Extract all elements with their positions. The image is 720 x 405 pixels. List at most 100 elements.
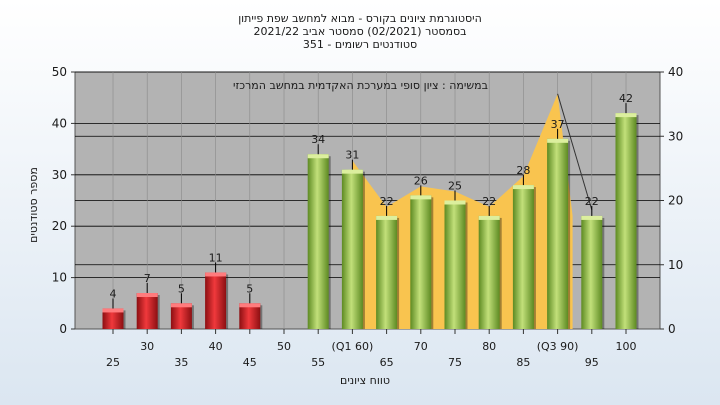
bar bbox=[341, 159, 365, 329]
bar bbox=[136, 283, 160, 329]
bar-top bbox=[444, 200, 466, 205]
x-tick-label: 85 bbox=[516, 356, 530, 369]
bar bbox=[547, 128, 571, 329]
bar bbox=[615, 103, 639, 330]
y-tick-label: 20 bbox=[52, 219, 67, 233]
bar bbox=[376, 205, 400, 329]
bar-rect bbox=[136, 293, 158, 329]
bar-value-label: 5 bbox=[246, 282, 253, 295]
bar bbox=[102, 298, 126, 329]
bars bbox=[102, 103, 639, 330]
bar-top bbox=[136, 293, 158, 298]
bar-rect bbox=[307, 154, 329, 329]
y2-tick-label: 0 bbox=[668, 322, 676, 336]
bar bbox=[205, 262, 229, 329]
bar-rect bbox=[581, 215, 603, 329]
bar-value-label: 22 bbox=[585, 195, 599, 208]
y2-tick-label: 30 bbox=[668, 129, 683, 143]
annotation-text: במשימה : ציון סופי במערכת האקדמית במחשב … bbox=[233, 79, 488, 92]
bar-value-label: 25 bbox=[448, 180, 462, 193]
y-tick-label: 10 bbox=[52, 271, 67, 285]
bar bbox=[512, 175, 536, 329]
chart-title: היסטוגרמת ציונים בקורס - מבוא למחשב שפת … bbox=[238, 12, 482, 51]
bar-rect bbox=[205, 272, 227, 329]
x-tick-label: 40 bbox=[209, 340, 223, 353]
x-tick-label: 35 bbox=[174, 356, 188, 369]
y-tick-label: 30 bbox=[52, 168, 67, 182]
bar-value-label: 37 bbox=[551, 118, 565, 131]
bar-value-label: 5 bbox=[178, 282, 185, 295]
y-axis-right: 0 10 20 30 40 bbox=[660, 65, 683, 336]
bar-rect bbox=[444, 200, 466, 329]
bar bbox=[307, 144, 331, 329]
bar-value-label: 4 bbox=[110, 287, 117, 300]
bar bbox=[478, 205, 502, 329]
bar-top bbox=[547, 138, 569, 143]
bar-top bbox=[376, 215, 398, 220]
bar-top bbox=[341, 169, 363, 174]
y2-tick-label: 10 bbox=[668, 258, 683, 272]
y-axis-left: 0 10 20 30 40 50 bbox=[52, 65, 75, 336]
y-axis-label: מספר סטודנטים bbox=[27, 167, 40, 243]
bar-rect bbox=[512, 185, 534, 329]
bar-value-label: 34 bbox=[311, 133, 325, 146]
area-edge-line bbox=[557, 93, 593, 211]
bar-rect bbox=[239, 303, 261, 329]
bar-value-label: 22 bbox=[380, 195, 394, 208]
bar bbox=[239, 293, 263, 329]
x-tick-label: 70 bbox=[414, 340, 428, 353]
x-axis: 25 30 35 40 45 50 55 (Q1 60) 65 70 75 80 85 (Q3 90) 95… bbox=[106, 329, 637, 369]
bar-rect bbox=[547, 138, 569, 329]
bar-top bbox=[410, 195, 432, 200]
bar-top bbox=[512, 185, 534, 190]
bar-value-label: 42 bbox=[619, 92, 633, 105]
y-tick-label: 50 bbox=[52, 65, 67, 79]
bar-top bbox=[170, 303, 192, 308]
bar-rect bbox=[615, 113, 637, 330]
x-tick-label: (Q3 90) bbox=[537, 340, 579, 353]
bar-value-label: 22 bbox=[482, 195, 496, 208]
bar-top bbox=[478, 215, 500, 220]
bar-value-label: 26 bbox=[414, 174, 428, 187]
y2-tick-label: 40 bbox=[668, 65, 683, 79]
bar-rect bbox=[410, 195, 432, 329]
bar-value-label: 31 bbox=[345, 149, 359, 162]
bar-top bbox=[102, 308, 124, 313]
title-line-2: בסמסטר (02/2021) סמסטר אביב 2021/22 bbox=[253, 25, 466, 38]
x-tick-label: 30 bbox=[140, 340, 154, 353]
x-tick-label: 100 bbox=[616, 340, 637, 353]
x-tick-label: (Q1 60) bbox=[332, 340, 374, 353]
bar-rect bbox=[102, 308, 124, 329]
bar-value-labels: 4 7 5 11 5 34 31 22 26 25 22 28 37 22 42 bbox=[110, 92, 634, 300]
x-tick-label: 45 bbox=[243, 356, 257, 369]
bar-top bbox=[581, 215, 603, 220]
y-tick-label: 40 bbox=[52, 116, 67, 130]
x-tick-label: 80 bbox=[482, 340, 496, 353]
x-axis-label: טווח ציונים bbox=[340, 374, 390, 387]
bar-top bbox=[307, 154, 329, 159]
bar-rect bbox=[341, 169, 363, 329]
y-tick-label: 0 bbox=[59, 322, 67, 336]
bar-value-label: 7 bbox=[144, 272, 151, 285]
title-line-3: סטודנטים רשומים - 351 bbox=[303, 38, 417, 51]
bar bbox=[170, 293, 194, 329]
bar bbox=[581, 205, 605, 329]
x-tick-label: 95 bbox=[585, 356, 599, 369]
bar-top bbox=[615, 113, 637, 118]
bar bbox=[444, 190, 468, 329]
bar-top bbox=[239, 303, 261, 308]
title-line-1: היסטוגרמת ציונים בקורס - מבוא למחשב שפת … bbox=[238, 12, 482, 25]
x-tick-label: 25 bbox=[106, 356, 120, 369]
x-tick-label: 55 bbox=[311, 356, 325, 369]
bar-rect bbox=[478, 215, 500, 329]
y2-tick-label: 20 bbox=[668, 194, 683, 208]
x-tick-label: 75 bbox=[448, 356, 462, 369]
bar-rect bbox=[376, 215, 398, 329]
bar-rect bbox=[170, 303, 192, 329]
bar-value-label: 28 bbox=[516, 164, 530, 177]
bar-value-label: 11 bbox=[209, 251, 223, 264]
bar-top bbox=[205, 272, 227, 277]
x-tick-label: 65 bbox=[380, 356, 394, 369]
x-tick-label: 50 bbox=[277, 340, 291, 353]
